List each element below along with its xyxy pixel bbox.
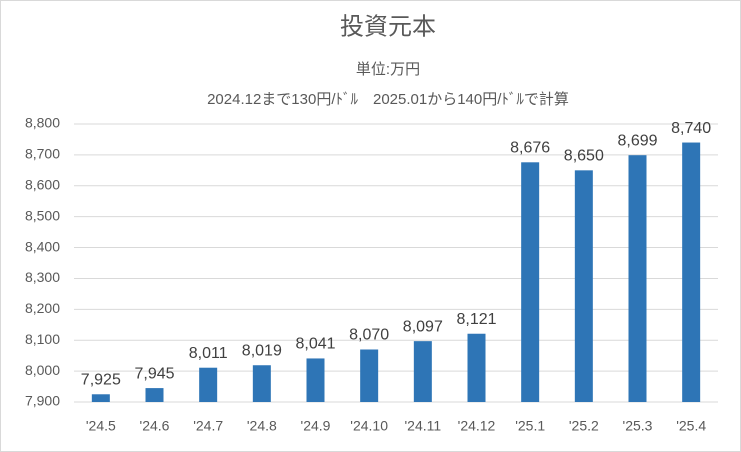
value-label: 7,925 — [81, 371, 121, 388]
bar — [252, 365, 271, 402]
x-tick-label: '24.9 — [301, 418, 331, 434]
value-label: 8,011 — [189, 345, 228, 362]
bar — [682, 142, 701, 403]
y-tick-label: 8,800 — [25, 115, 60, 131]
bar — [628, 155, 647, 402]
chart-subtitle: 単位:万円 — [356, 61, 420, 78]
x-tick-label: '24.11 — [404, 418, 441, 434]
value-label: 8,041 — [295, 336, 335, 353]
bar — [199, 367, 218, 402]
bar — [574, 170, 593, 402]
value-label: 8,650 — [564, 148, 604, 165]
value-label: 8,070 — [349, 327, 389, 344]
x-tick-label: '24.12 — [458, 418, 496, 434]
y-tick-label: 7,900 — [25, 393, 60, 409]
bar — [306, 358, 325, 402]
bar — [521, 162, 540, 402]
value-label: 8,676 — [510, 140, 550, 157]
y-tick-label: 8,100 — [25, 331, 60, 347]
y-tick-label: 8,600 — [25, 176, 60, 192]
chart-title: 投資元本 — [340, 13, 436, 40]
value-label: 8,699 — [617, 132, 657, 149]
x-tick-label: '24.8 — [247, 418, 277, 434]
y-tick-label: 8,700 — [25, 146, 60, 162]
bar — [360, 349, 379, 402]
value-label: 8,740 — [671, 120, 711, 137]
y-tick-label: 8,400 — [25, 238, 60, 254]
chart-annotation: 2024.12まで130円/ﾄﾞﾙ 2025.01から140円/ﾄﾞﾙで計算 — [207, 90, 569, 108]
bar — [91, 394, 110, 402]
x-tick-label: '25.4 — [676, 418, 706, 434]
x-tick-label: '24.5 — [86, 418, 116, 434]
value-label: 7,945 — [134, 365, 174, 382]
value-label: 8,019 — [242, 342, 282, 359]
bar — [145, 388, 164, 402]
x-tick-label: '25.2 — [569, 418, 599, 434]
y-tick-label: 8,300 — [25, 269, 60, 285]
x-tick-label: '24.10 — [350, 418, 388, 434]
y-tick-label: 8,000 — [25, 362, 60, 378]
x-tick-label: '24.7 — [193, 418, 223, 434]
y-tick-label: 8,200 — [25, 300, 60, 316]
x-tick-label: '24.6 — [140, 418, 170, 434]
x-tick-label: '25.3 — [623, 418, 653, 434]
y-tick-label: 8,500 — [25, 207, 60, 223]
bar — [413, 341, 432, 402]
value-label: 8,097 — [403, 318, 443, 335]
bar — [467, 333, 486, 402]
x-tick-label: '25.1 — [515, 418, 545, 434]
value-label: 8,121 — [456, 311, 496, 328]
